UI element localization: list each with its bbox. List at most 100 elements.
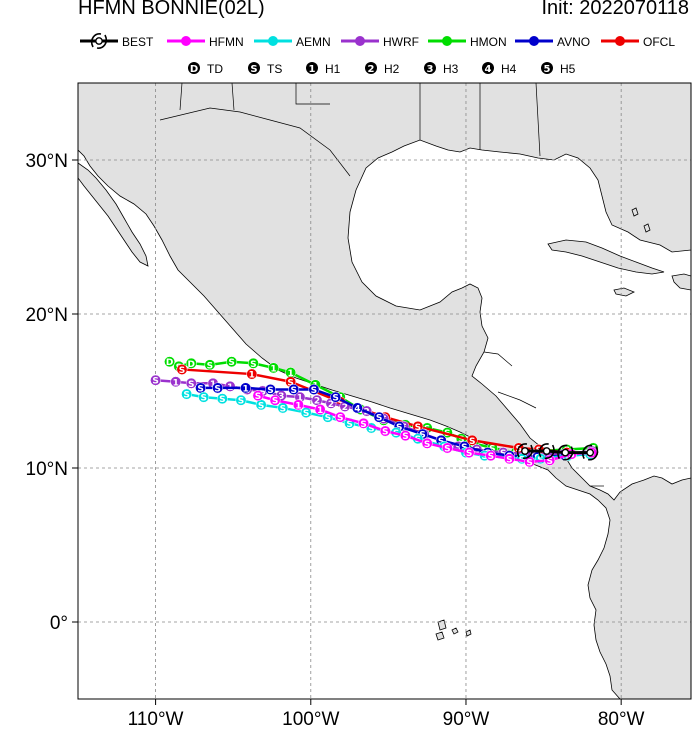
intensity-legend-ts: S TS — [248, 62, 282, 76]
svg-text:S: S — [250, 360, 256, 370]
legend-label: BEST — [122, 35, 154, 49]
intensity-legend-h4: 4 H4 — [482, 62, 517, 76]
svg-text:S: S — [424, 440, 430, 450]
intensity-legend-td: D TD — [188, 62, 223, 76]
intensity-legend-h2: 2 H2 — [365, 62, 400, 76]
country-borders — [159, 83, 604, 487]
svg-text:S: S — [469, 437, 475, 447]
track-point: S — [252, 390, 264, 402]
hurricane-symbol-icon — [538, 443, 555, 459]
lat-label: 20°N — [26, 305, 68, 326]
axis-ticks: 110°W 100°W 90°W 80°W 0° 10°N 20°N 30°N — [26, 151, 645, 730]
svg-text:D: D — [188, 360, 195, 370]
svg-text:S: S — [337, 398, 343, 408]
svg-text:S: S — [396, 423, 402, 433]
svg-text:S: S — [325, 414, 331, 424]
svg-text:S: S — [360, 420, 366, 430]
svg-text:S: S — [207, 361, 213, 371]
svg-text:1: 1 — [297, 394, 303, 404]
track-point: S — [463, 447, 475, 459]
svg-text:S: S — [303, 409, 309, 419]
svg-text:1: 1 — [173, 378, 179, 388]
track-point: S — [358, 417, 369, 430]
svg-text:S: S — [250, 64, 257, 75]
svg-text:1: 1 — [242, 384, 248, 394]
svg-text:1: 1 — [210, 380, 216, 390]
track-point: S — [185, 377, 197, 390]
svg-text:S: S — [197, 384, 203, 394]
hispaniola-land — [671, 273, 691, 291]
svg-text:2: 2 — [342, 403, 348, 413]
hurricane-symbol-icon — [557, 444, 574, 461]
plot-frame — [77, 82, 692, 700]
svg-text:S: S — [382, 428, 388, 438]
intensity-label: TS — [267, 62, 282, 76]
svg-text:S: S — [259, 388, 265, 398]
track-point: S — [198, 391, 210, 404]
intensity-legend-h3: 3 H3 — [424, 62, 459, 76]
track-point: 1 — [292, 399, 304, 411]
track-point: D — [185, 357, 197, 370]
track-point: S — [269, 394, 281, 407]
intensity-label: H2 — [384, 62, 400, 76]
track-point: S — [235, 394, 247, 407]
svg-text:1: 1 — [317, 406, 323, 416]
legend-label: AEMN — [296, 35, 331, 49]
track-point: D — [164, 356, 176, 368]
legend-label: HWRF — [383, 35, 419, 49]
svg-text:1: 1 — [270, 364, 276, 374]
track-point: S — [216, 393, 228, 405]
track-line — [524, 449, 591, 455]
track-point: S — [485, 450, 497, 462]
svg-text:4: 4 — [485, 64, 492, 75]
svg-text:2: 2 — [328, 400, 334, 410]
svg-text:S: S — [346, 420, 352, 430]
intensity-label: H4 — [501, 62, 517, 76]
baja-california-land — [78, 162, 149, 267]
svg-text:S: S — [368, 424, 374, 434]
svg-text:S: S — [258, 401, 264, 411]
track-point: S — [308, 384, 320, 396]
legend: BEST HFMN AEMN HWRF HMON AVNO OFCL D TD S TS 1 H1 2 H2… — [80, 33, 675, 76]
track-point: S — [379, 425, 391, 438]
hurricane-symbol-icon — [582, 444, 599, 461]
svg-text:S: S — [337, 414, 343, 424]
svg-text:S: S — [219, 395, 225, 405]
svg-text:S: S — [179, 366, 185, 376]
model-tracks: SSSSSSSSSSSS4111SSSDSDSSSSSSSSS1SSSSSSSS… — [150, 356, 599, 468]
svg-text:S: S — [311, 386, 317, 396]
svg-text:S: S — [332, 394, 338, 404]
legend-label: AVNO — [557, 35, 590, 49]
intensity-legend-h1: 1 H1 — [306, 62, 341, 76]
svg-text:S: S — [255, 392, 261, 402]
lat-label: 30°N — [26, 151, 68, 172]
svg-text:S: S — [506, 455, 512, 465]
svg-text:2: 2 — [314, 397, 320, 407]
legend-item-ofcl: OFCL — [601, 35, 675, 49]
lat-lon-grid — [78, 83, 691, 699]
track-point: S — [204, 359, 216, 371]
legend-item-avno: AVNO — [515, 35, 590, 49]
lon-label: 90°W — [443, 709, 490, 730]
lon-label: 100°W — [282, 709, 339, 730]
legend-label: HFMN — [209, 35, 244, 49]
svg-text:S: S — [200, 394, 206, 404]
galapagos-islands — [435, 619, 472, 641]
track-point: S — [330, 391, 342, 404]
land-masses — [78, 83, 691, 699]
svg-text:S: S — [488, 452, 494, 462]
svg-text:S: S — [489, 444, 495, 454]
hurricane-symbol-icon — [516, 443, 534, 459]
legend-item-aemn: AEMN — [254, 35, 331, 49]
lat-label: 0° — [50, 613, 68, 634]
track-point: S — [400, 430, 411, 442]
track-point: 1 — [314, 404, 326, 416]
svg-text:1: 1 — [309, 64, 316, 75]
track-point: S — [226, 356, 238, 368]
svg-text:1: 1 — [295, 401, 301, 411]
track-point: S — [334, 411, 346, 424]
legend-item-best: BEST — [80, 33, 154, 49]
svg-text:S: S — [458, 435, 464, 445]
legend-label: OFCL — [643, 35, 675, 49]
